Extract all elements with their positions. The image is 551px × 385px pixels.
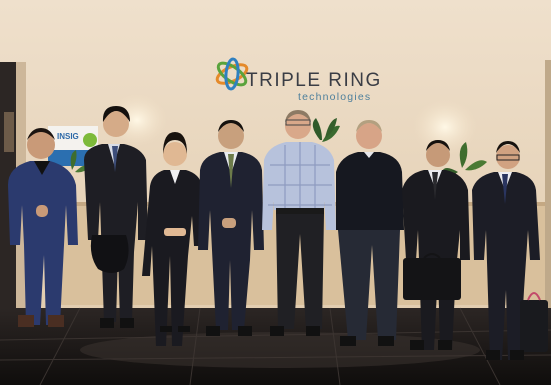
poster-text: INSIG	[57, 132, 79, 141]
person-7	[402, 140, 470, 350]
person-6	[336, 120, 404, 346]
briefcase	[403, 258, 461, 300]
logo-name: TRIPLE RING	[246, 70, 382, 91]
person-8	[472, 141, 548, 360]
wall-light-right	[413, 99, 477, 155]
logo-icon	[215, 57, 249, 91]
person-1	[8, 128, 78, 327]
person-2	[84, 106, 148, 328]
person-3	[142, 132, 202, 346]
logo-tagline: technologies	[298, 91, 372, 103]
left-frame	[4, 112, 14, 152]
shopping-bag	[520, 300, 548, 352]
right-panel	[545, 60, 551, 310]
person-4	[198, 120, 264, 336]
person-5	[262, 110, 336, 336]
